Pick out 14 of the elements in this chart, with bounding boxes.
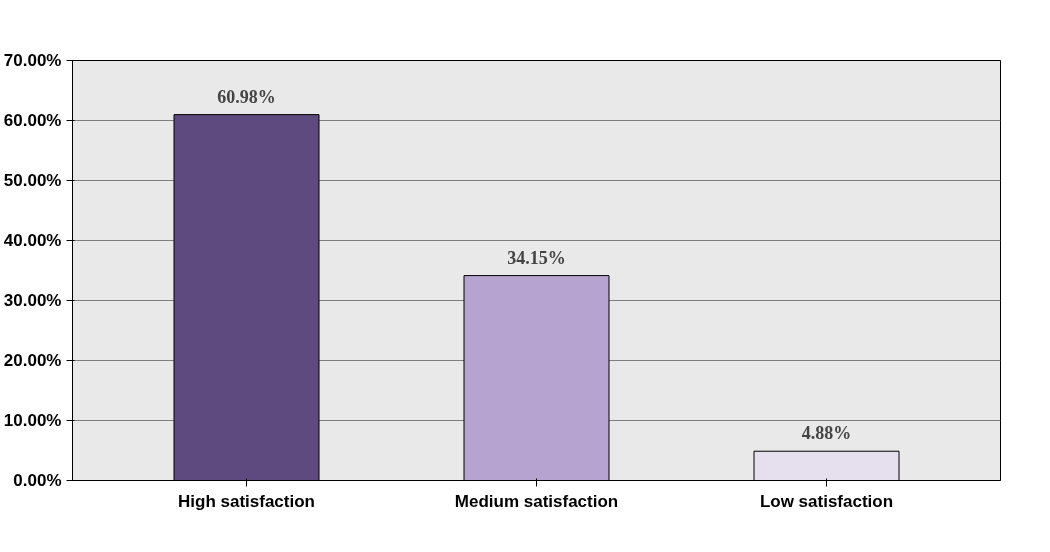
y-tick-label: 30.00% bbox=[3, 291, 62, 310]
data-label: 60.98% bbox=[217, 86, 276, 107]
y-tick-label: 50.00% bbox=[3, 171, 62, 190]
y-tick-label: 40.00% bbox=[3, 231, 62, 250]
y-tick-label: 10.00% bbox=[3, 411, 62, 430]
x-tick-label: High satisfaction bbox=[178, 491, 315, 511]
y-tick-label: 60.00% bbox=[3, 111, 62, 130]
y-tick-label: 20.00% bbox=[3, 351, 62, 370]
x-tick-label: Medium satisfaction bbox=[454, 491, 619, 511]
data-label: 34.15% bbox=[507, 247, 566, 268]
x-tick-label: Low satisfaction bbox=[759, 491, 894, 511]
y-tick-label: 0.00% bbox=[13, 471, 62, 490]
y-tick-label: 70.00% bbox=[3, 51, 62, 70]
data-label: 4.88% bbox=[801, 423, 852, 444]
